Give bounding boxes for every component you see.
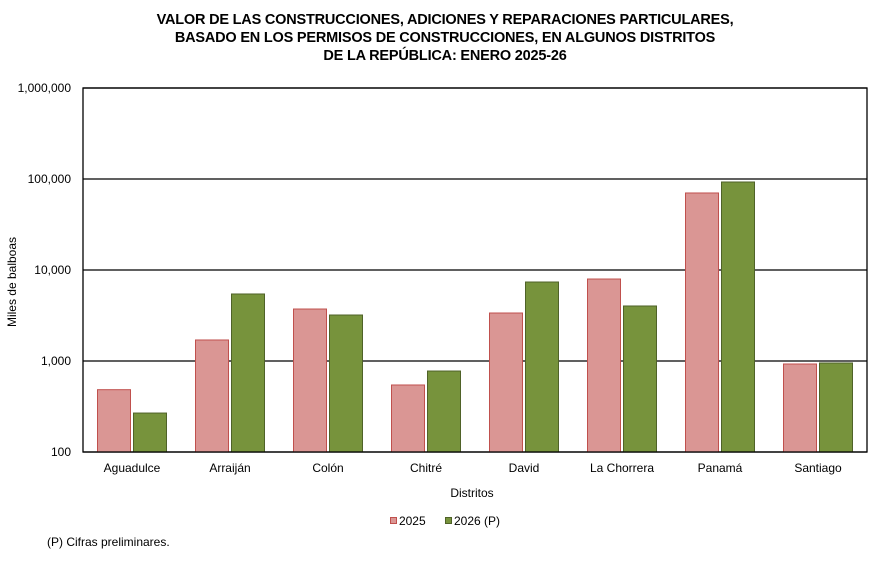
- bar-2026-david: [525, 281, 559, 453]
- y-axis-label: Miles de balboas: [5, 237, 19, 327]
- x-axis-label: Distritos: [450, 486, 493, 500]
- bar-2025-santiago: [783, 363, 817, 453]
- bar-2026-panamá: [721, 181, 755, 453]
- y-tick-label: 10,000: [34, 263, 71, 277]
- bar-2025-arraiján: [195, 339, 229, 453]
- legend-swatch-2025: [389, 517, 397, 524]
- bar-2025-la-chorrera: [587, 278, 621, 453]
- bars: [97, 181, 853, 453]
- x-tick-label: Colón: [312, 461, 343, 475]
- bar-2026-arraiján: [231, 293, 265, 453]
- bar-2025-colón: [293, 308, 327, 453]
- bar-2026-santiago: [819, 362, 853, 453]
- bar-2026-aguadulce: [133, 412, 167, 453]
- legend-item-2026: 2026 (P): [445, 514, 500, 528]
- legend-label-2026: 2026 (P): [454, 513, 501, 528]
- x-tick-label: La Chorrera: [590, 461, 654, 475]
- legend: 2025 2026 (P): [0, 513, 890, 528]
- y-tick-label: 100,000: [28, 172, 72, 186]
- legend-label-2025: 2025: [398, 513, 426, 528]
- legend-item-2025: 2025: [389, 513, 426, 528]
- x-tick-label: Aguadulce: [104, 461, 161, 475]
- x-tick-label: Santiago: [794, 461, 842, 475]
- x-tick-label: David: [509, 461, 540, 475]
- bar-2025-david: [489, 312, 523, 453]
- plot-area-frame: [82, 87, 868, 453]
- legend-swatch-2026: [445, 517, 452, 524]
- bar-2026-colón: [329, 314, 363, 453]
- y-tick-label: 100: [51, 445, 71, 459]
- x-tick-label: Chitré: [410, 461, 442, 475]
- y-axis-ticks: 100 1,000 10,000 100,000 1,000,000: [18, 81, 72, 459]
- chart-title-line-3: DE LA REPÚBLICA: ENERO 2025-26: [323, 48, 567, 64]
- x-tick-label: Panamá: [698, 461, 743, 475]
- bar-2025-chitré: [391, 384, 425, 453]
- chart-title-line-2: BASADO EN LOS PERMISOS DE CONSTRUCCIONES…: [174, 30, 716, 46]
- footnote: (P) Cifras preliminares.: [47, 535, 170, 549]
- bar-2026-la-chorrera: [623, 305, 657, 453]
- bar-2025-aguadulce: [97, 389, 131, 453]
- bar-2026-chitré: [427, 370, 461, 453]
- chart-title: VALOR DE LAS CONSTRUCCIONES, ADICIONES Y…: [0, 11, 890, 65]
- y-tick-label: 1,000: [41, 354, 71, 368]
- bar-2025-panamá: [685, 192, 719, 453]
- x-tick-label: Arraiján: [209, 461, 250, 475]
- x-axis-ticks: Aguadulce Arraiján Colón Chitré David La Chor…: [104, 461, 842, 475]
- chart-title-line-1: VALOR DE LAS CONSTRUCCIONES, ADICIONES Y…: [156, 12, 734, 28]
- y-tick-label: 1,000,000: [18, 81, 72, 95]
